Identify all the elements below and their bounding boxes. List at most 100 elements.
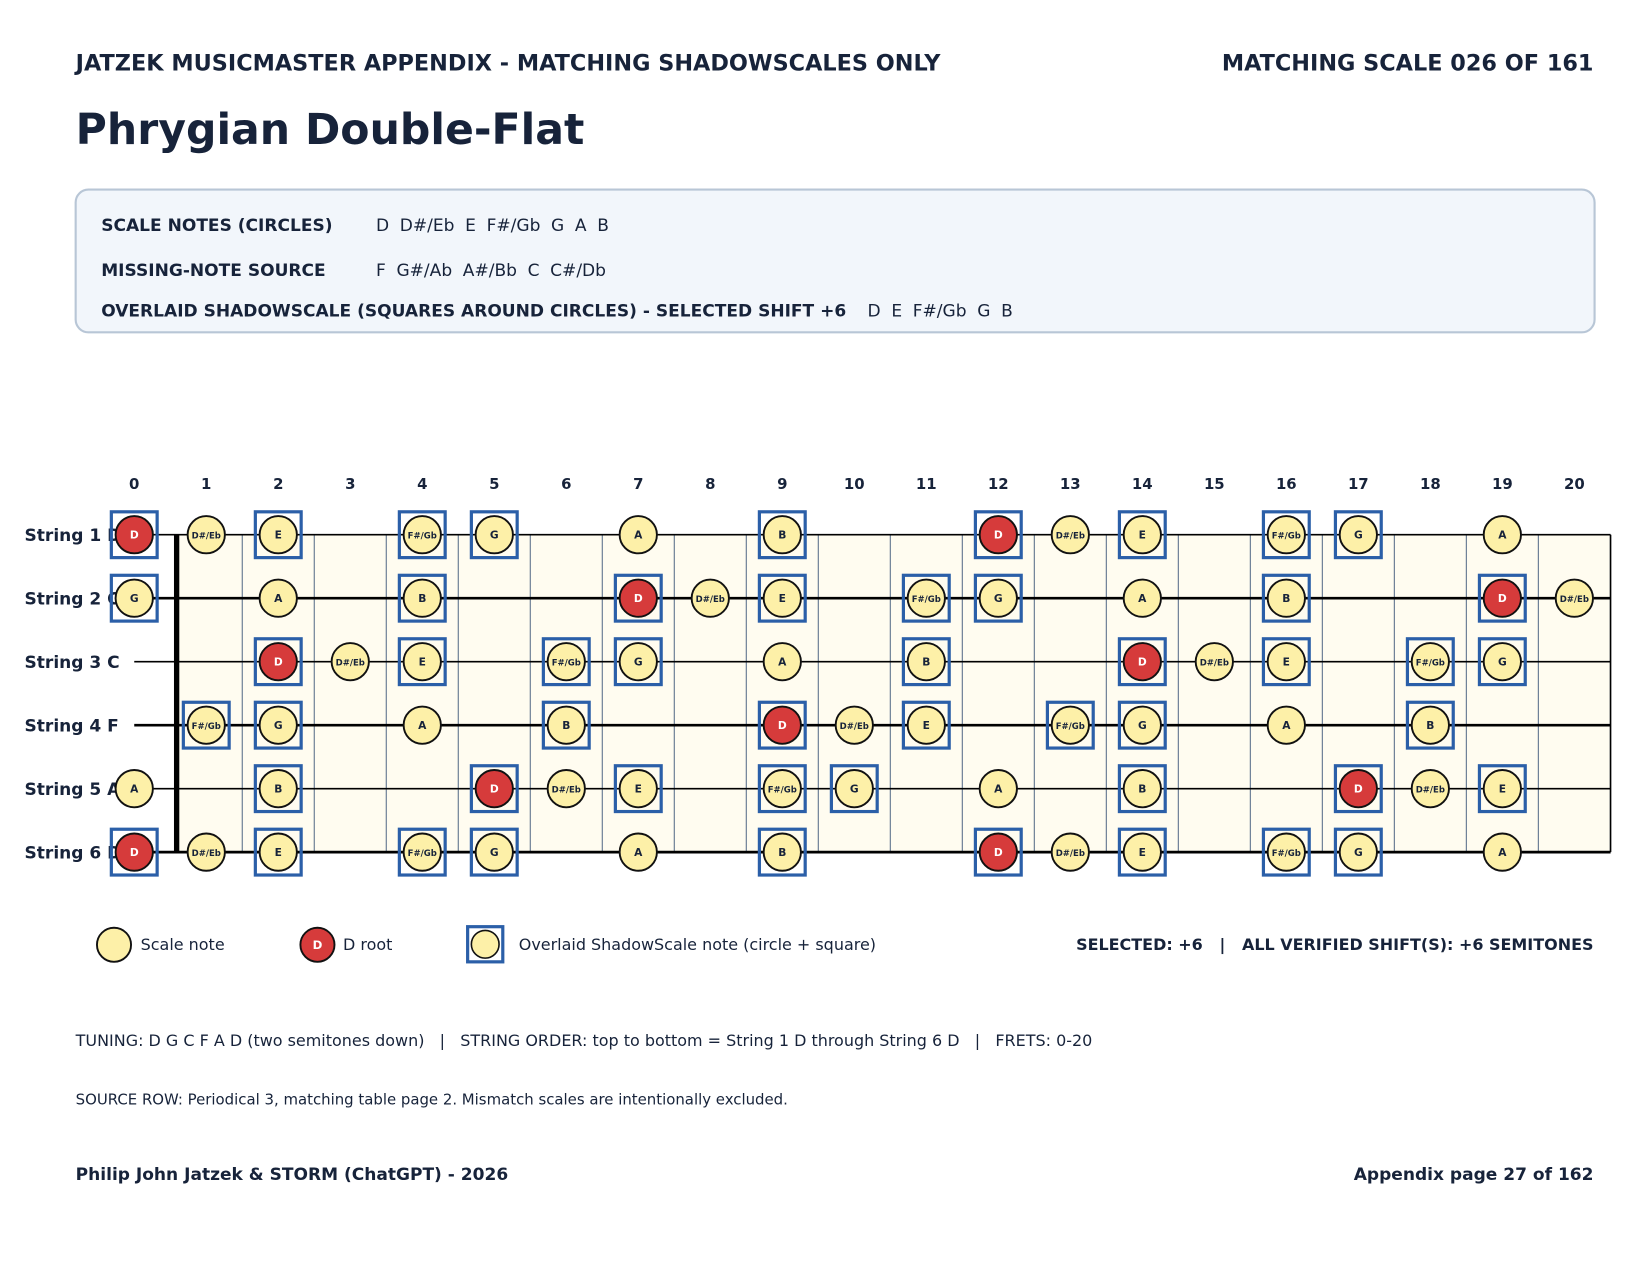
note-label: D — [1498, 592, 1507, 605]
string-label: String 1 D — [25, 526, 122, 546]
scale-note — [546, 705, 586, 745]
scale-note — [402, 578, 442, 618]
fret-number: 18 — [1420, 475, 1441, 493]
shadow-square — [757, 510, 807, 560]
shadow-square — [253, 764, 303, 814]
scale-note — [474, 832, 514, 872]
note-label: D — [130, 528, 139, 541]
scale-note — [1410, 769, 1450, 809]
shadow-square — [1117, 827, 1167, 877]
note-label: D#/Eb — [1560, 595, 1589, 605]
legend-shifts: SELECTED: +6 | ALL VERIFIED SHIFT(S): +6… — [1076, 935, 1593, 955]
note-label: A — [634, 846, 643, 859]
fret-number: 20 — [1564, 475, 1585, 493]
scale-note — [546, 642, 586, 682]
note-label: B — [922, 655, 930, 668]
note-label: D — [1354, 782, 1363, 795]
note-label: E — [923, 719, 930, 732]
scale-note — [1122, 578, 1162, 618]
root-note — [474, 769, 514, 809]
root-note — [258, 642, 298, 682]
scale-note — [834, 769, 874, 809]
scale-note — [906, 705, 946, 745]
shadow-square — [109, 573, 159, 623]
info-box — [74, 188, 1596, 334]
legend-scale-swatch — [96, 926, 133, 963]
shadow-square — [1117, 700, 1167, 750]
note-label: A — [418, 719, 427, 732]
scale-note — [1554, 578, 1594, 618]
scale-note — [1050, 832, 1090, 872]
info-note: B — [1001, 301, 1013, 321]
note-label: D — [994, 528, 1003, 541]
shadow-square — [1261, 637, 1311, 687]
shadow-square — [757, 700, 807, 750]
root-note — [978, 515, 1018, 555]
string-label: String 6 D — [25, 844, 122, 864]
scale-note — [1482, 769, 1522, 809]
scale-note — [906, 642, 946, 682]
scale-note — [402, 642, 442, 682]
fret-number: 19 — [1492, 475, 1513, 493]
title: Phrygian Double-Flat — [76, 105, 585, 155]
shadow-square — [901, 573, 951, 623]
shadow-square — [1261, 510, 1311, 560]
note-label: D#/Eb — [552, 785, 581, 795]
shadow-square — [469, 827, 519, 877]
note-label: B — [562, 719, 570, 732]
root-note — [978, 832, 1018, 872]
legend-overlay: Overlaid ShadowScale note (circle + squa… — [519, 935, 876, 954]
note-label: D — [634, 592, 643, 605]
shadow-square — [1477, 637, 1527, 687]
shadow-square — [1333, 827, 1383, 877]
shadow-square — [613, 764, 663, 814]
info-label: MISSING-NOTE SOURCE — [101, 261, 325, 281]
scale-note — [114, 769, 154, 809]
scale-note — [762, 515, 802, 555]
info-note: E — [465, 216, 476, 236]
shadow-square — [757, 764, 807, 814]
note-label: G — [850, 782, 859, 795]
header-left: JATZEK MUSICMASTER APPENDIX - MATCHING S… — [74, 50, 942, 76]
shadow-square — [109, 510, 159, 560]
info-label: SCALE NOTES (CIRCLES) — [101, 216, 332, 236]
fret-number: 17 — [1348, 475, 1369, 493]
scale-note — [978, 769, 1018, 809]
shadow-square — [757, 573, 807, 623]
scale-note — [1266, 705, 1306, 745]
note-label: D — [778, 719, 787, 732]
note-label: B — [418, 592, 426, 605]
note-label: E — [1283, 655, 1290, 668]
scale-note — [546, 769, 586, 809]
scale-note — [1122, 769, 1162, 809]
info-label: OVERLAID SHADOWSCALE (SQUARES AROUND CIR… — [101, 301, 846, 321]
info-note: G — [977, 301, 990, 321]
scale-note — [762, 642, 802, 682]
fret-number: 14 — [1132, 475, 1153, 493]
shadow-square — [901, 637, 951, 687]
string-label: String 5 A — [25, 780, 122, 800]
scale-note — [618, 515, 658, 555]
fret-number: 11 — [916, 475, 937, 493]
footer-right: Appendix page 27 of 162 — [1354, 1165, 1594, 1185]
scale-note — [186, 832, 226, 872]
legend-root-swatch — [299, 926, 336, 963]
shadow-square — [1477, 573, 1527, 623]
info-note: G — [551, 216, 564, 236]
fretboard — [176, 534, 1611, 853]
fret-number: 1 — [201, 475, 211, 493]
scale-note — [762, 578, 802, 618]
shadow-square — [613, 637, 663, 687]
fret-number: 12 — [988, 475, 1009, 493]
scale-note — [258, 705, 298, 745]
shadow-square — [1333, 764, 1383, 814]
note-label: A — [994, 782, 1003, 795]
note-label: F#/Gb — [768, 785, 797, 795]
note-label: D#/Eb — [336, 658, 365, 668]
scale-note — [402, 515, 442, 555]
scale-note — [1266, 832, 1306, 872]
scale-note — [978, 578, 1018, 618]
scale-note — [618, 832, 658, 872]
shadow-square — [901, 700, 951, 750]
scale-note — [1410, 642, 1450, 682]
